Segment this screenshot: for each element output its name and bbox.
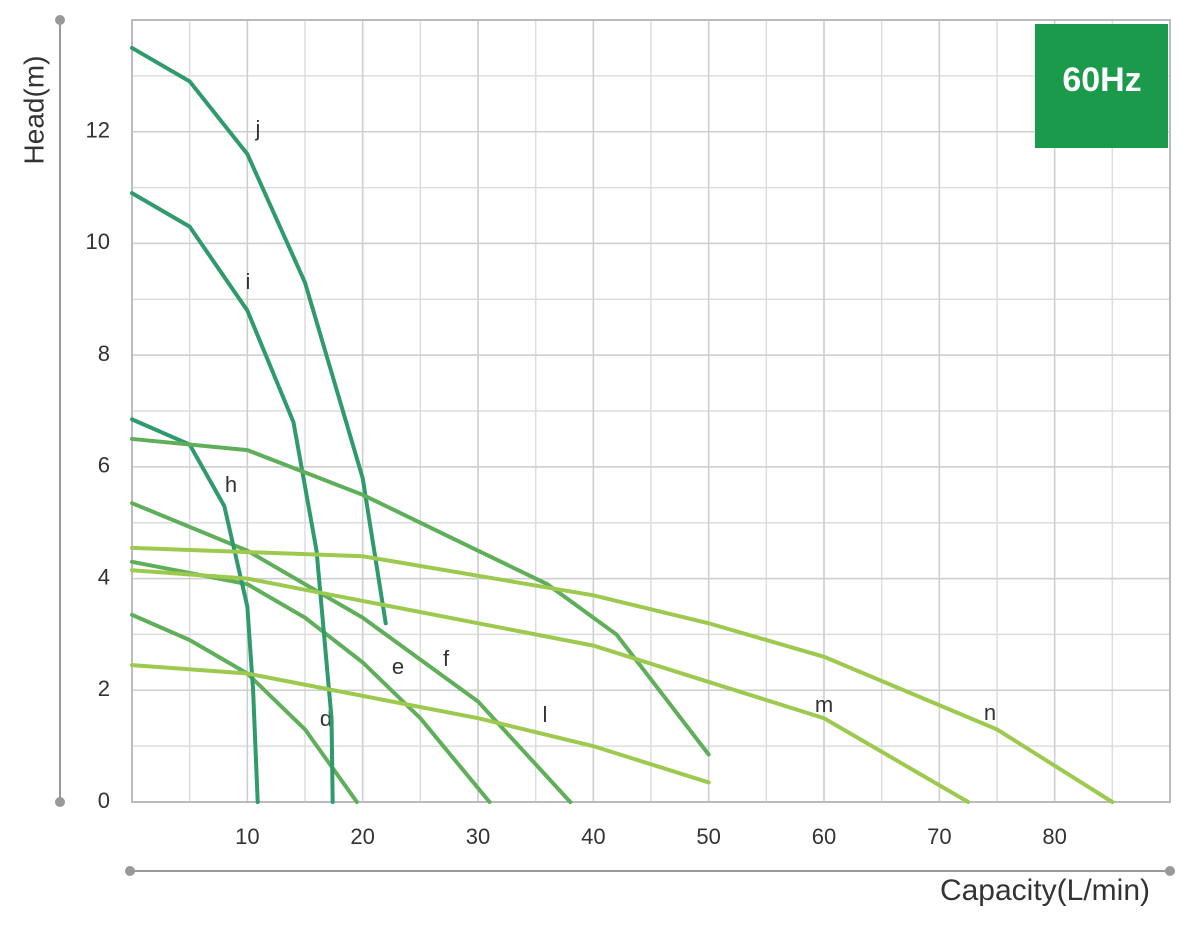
curve-label: e: [392, 654, 404, 679]
curve: [130, 545, 1115, 804]
x-tick-label: 30: [466, 824, 490, 849]
x-tick-label: 80: [1042, 824, 1066, 849]
curve: [130, 191, 335, 804]
curve-label: h: [225, 472, 237, 497]
curve: [130, 417, 260, 804]
y-axis-label: Head(m): [18, 56, 49, 165]
y-tick-label: 0: [98, 788, 110, 813]
x-tick-label: 10: [235, 824, 259, 849]
y-tick-label: 12: [86, 118, 110, 143]
badge: [1035, 24, 1168, 148]
y-tick-label: 10: [86, 229, 110, 254]
curve-label: f: [443, 646, 450, 671]
x-axis-label: Capacity(L/min): [940, 874, 1150, 907]
curve: [130, 436, 711, 757]
curve-label: i: [246, 269, 251, 294]
curve-label: j: [255, 116, 261, 141]
axis-deco: [1165, 866, 1175, 876]
x-tick-label: 50: [696, 824, 720, 849]
x-tick-label: 20: [350, 824, 374, 849]
y-tick-label: 4: [98, 564, 110, 589]
curve: [130, 559, 492, 804]
curve: [130, 568, 971, 804]
x-tick-label: 70: [927, 824, 951, 849]
plot-frame: [131, 19, 1171, 803]
x-tick-label: 60: [812, 824, 836, 849]
curve-label: m: [815, 692, 833, 717]
y-tick-label: 6: [98, 453, 110, 478]
curve-label: l: [543, 702, 548, 727]
axis-deco: [55, 15, 65, 25]
x-tick-label: 40: [581, 824, 605, 849]
y-tick-label: 8: [98, 341, 110, 366]
axis-deco: [125, 866, 135, 876]
curve: [130, 45, 388, 626]
chart-title: 60Hz: [1062, 61, 1141, 99]
curve: [130, 663, 711, 785]
axis-deco: [55, 797, 65, 807]
curve-label: n: [984, 700, 996, 725]
y-tick-label: 2: [98, 676, 110, 701]
curve: [130, 501, 573, 804]
